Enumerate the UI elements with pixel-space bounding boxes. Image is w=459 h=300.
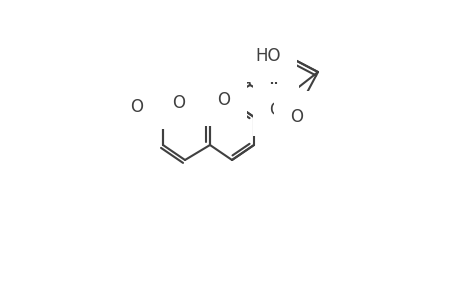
Text: O: O [172, 94, 185, 112]
Text: O: O [269, 101, 282, 119]
Text: O: O [130, 98, 143, 116]
Text: O: O [290, 108, 303, 126]
Text: O: O [217, 91, 230, 109]
Text: HO: HO [254, 47, 280, 65]
